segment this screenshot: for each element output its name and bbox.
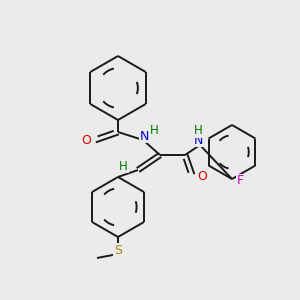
Text: H: H — [119, 160, 128, 172]
Text: H: H — [150, 124, 158, 136]
Text: H: H — [194, 124, 202, 137]
Text: F: F — [237, 175, 244, 188]
Text: N: N — [193, 134, 203, 146]
Text: O: O — [197, 170, 207, 184]
Text: O: O — [81, 134, 91, 146]
Text: N: N — [139, 130, 149, 142]
Text: S: S — [114, 244, 122, 256]
